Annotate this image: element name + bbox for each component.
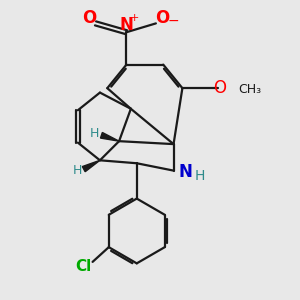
Polygon shape bbox=[100, 133, 119, 141]
Text: H: H bbox=[89, 127, 99, 140]
Polygon shape bbox=[82, 160, 100, 172]
Text: CH₃: CH₃ bbox=[238, 83, 262, 96]
Text: O: O bbox=[155, 9, 169, 27]
Text: +: + bbox=[130, 13, 140, 23]
Text: N: N bbox=[119, 16, 134, 34]
Text: O: O bbox=[213, 79, 226, 97]
Text: H: H bbox=[194, 169, 205, 184]
Text: N: N bbox=[179, 163, 193, 181]
Text: Cl: Cl bbox=[76, 259, 92, 274]
Text: O: O bbox=[82, 9, 97, 27]
Text: −: − bbox=[168, 14, 179, 27]
Text: H: H bbox=[73, 164, 83, 177]
